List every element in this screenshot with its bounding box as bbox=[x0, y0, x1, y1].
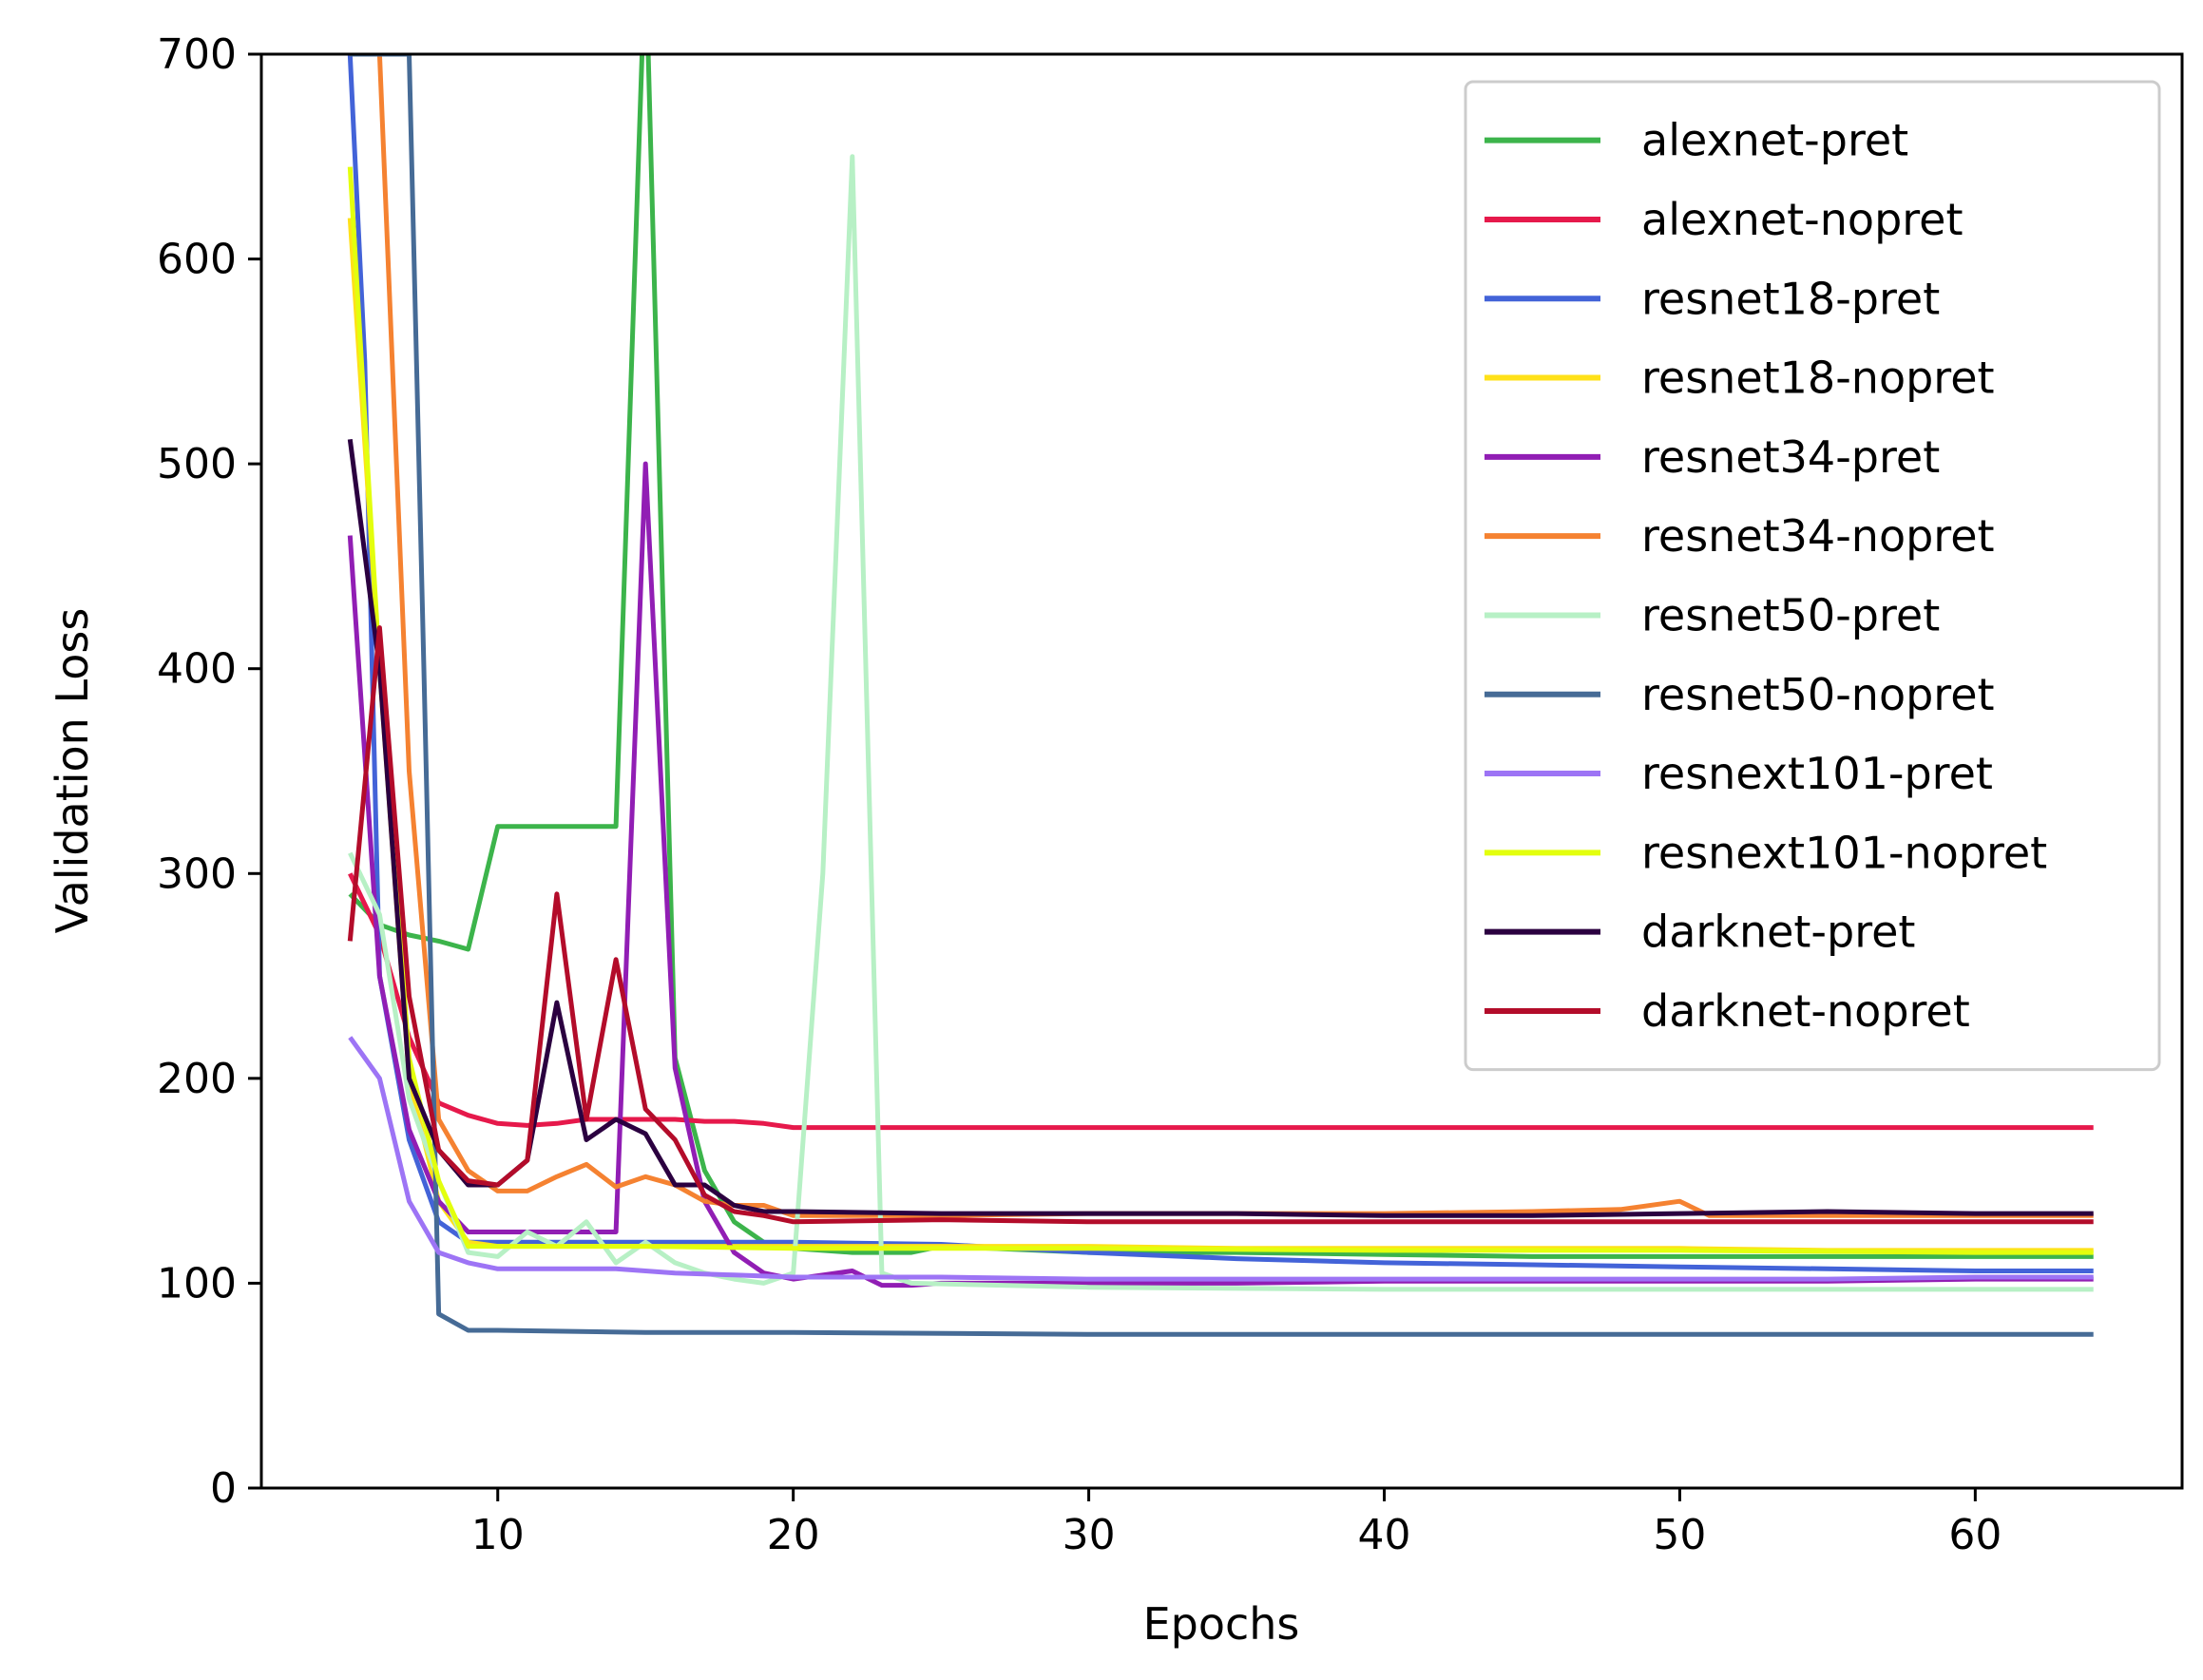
legend-label-darknet-nopret: darknet-nopret bbox=[1641, 985, 1970, 1037]
legend-label-darknet-pret: darknet-pret bbox=[1641, 907, 1915, 958]
series-line-darknet-nopret bbox=[347, 625, 2094, 1225]
legend-label-alexnet-nopret: alexnet-nopret bbox=[1641, 194, 1964, 245]
y-tick-label: 700 bbox=[157, 30, 237, 79]
x-tick-label: 20 bbox=[767, 1511, 820, 1559]
y-axis: 0 100 200 300 400 500 600 700 bbox=[157, 30, 261, 1513]
series-line-darknet-pret bbox=[347, 438, 2094, 1218]
x-tick-label: 40 bbox=[1358, 1511, 1411, 1559]
y-tick-label: 100 bbox=[157, 1259, 237, 1308]
legend-label-resnet18-nopret: resnet18-nopret bbox=[1641, 353, 1995, 404]
legend-box bbox=[1464, 80, 2161, 1072]
series-line-alexnet-nopret bbox=[348, 872, 2094, 1131]
series-line-resnet50-nopret bbox=[350, 54, 2094, 1337]
x-axis-title: Epochs bbox=[1143, 1598, 1300, 1650]
x-tick-label: 60 bbox=[1948, 1511, 2002, 1559]
y-tick-label: 0 bbox=[210, 1464, 237, 1513]
legend-label-resnet34-pret: resnet34-pret bbox=[1641, 431, 1940, 483]
legend-label-resnext101-nopret: resnext101-nopret bbox=[1641, 827, 2047, 878]
plot-frame bbox=[259, 52, 2184, 1490]
x-axis: 10 20 30 40 50 60 bbox=[471, 1488, 2002, 1559]
y-axis-title: Validation Loss bbox=[47, 608, 98, 934]
y-tick-label: 400 bbox=[157, 645, 237, 694]
legend-label-resnet50-pret: resnet50-pret bbox=[1641, 589, 1940, 640]
legend-label-resnet50-nopret: resnet50-nopret bbox=[1641, 669, 1995, 720]
legend: alexnet-pret alexnet-nopret resnet18-pret r… bbox=[1464, 80, 2161, 1072]
legend-label-resnet34-nopret: resnet34-nopret bbox=[1641, 510, 1995, 562]
y-tick-label: 500 bbox=[157, 440, 237, 488]
y-tick-label: 300 bbox=[157, 850, 237, 898]
x-tick-label: 10 bbox=[471, 1511, 525, 1559]
series-layer bbox=[347, 54, 2094, 1337]
series-line-resnext101-pret bbox=[348, 1036, 2094, 1282]
y-tick-label: 200 bbox=[157, 1055, 237, 1103]
y-tick-label: 600 bbox=[157, 236, 237, 284]
legend-label-resnext101-pret: resnext101-pret bbox=[1641, 748, 1993, 799]
x-tick-label: 30 bbox=[1063, 1511, 1116, 1559]
x-tick-label: 50 bbox=[1653, 1511, 1706, 1559]
legend-label-resnet18-pret: resnet18-pret bbox=[1641, 273, 1940, 324]
legend-label-alexnet-pret: alexnet-pret bbox=[1641, 115, 1908, 166]
